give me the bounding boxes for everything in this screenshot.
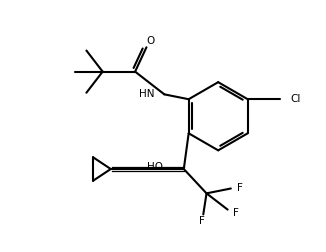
Text: Cl: Cl: [290, 94, 300, 104]
Text: HO: HO: [147, 162, 163, 172]
Text: F: F: [233, 208, 239, 218]
Text: F: F: [237, 183, 243, 194]
Text: O: O: [146, 37, 155, 46]
Text: F: F: [199, 216, 205, 226]
Text: HN: HN: [139, 89, 155, 99]
